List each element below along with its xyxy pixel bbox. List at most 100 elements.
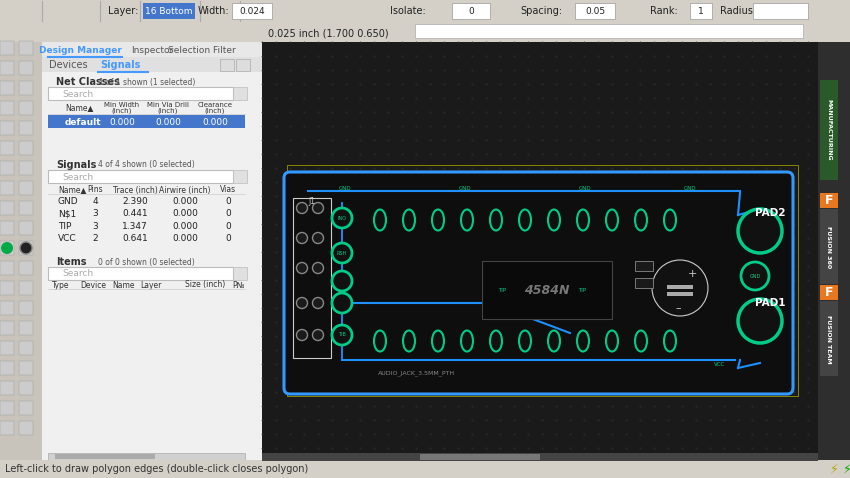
Bar (667, 292, 693, 296)
Bar (233, 267, 247, 280)
Bar (42, 42, 262, 468)
Text: 0.024: 0.024 (239, 7, 265, 15)
Bar (143, 3, 195, 19)
Text: Devices: Devices (48, 60, 88, 70)
Bar (820, 193, 838, 208)
Bar (19, 141, 33, 155)
Bar (452, 3, 490, 19)
Text: GND: GND (750, 273, 761, 279)
Text: GND: GND (579, 186, 592, 192)
Text: Pins: Pins (88, 185, 103, 195)
Text: Clearance: Clearance (197, 102, 233, 108)
Text: 3: 3 (92, 209, 98, 218)
Ellipse shape (635, 209, 647, 230)
Text: N$1: N$1 (58, 209, 76, 218)
Text: 2: 2 (92, 233, 98, 242)
Bar (0, 201, 14, 215)
Circle shape (313, 297, 324, 308)
Bar (575, 3, 615, 19)
Bar (19, 121, 33, 135)
Ellipse shape (461, 209, 473, 230)
Text: 16 Bottom: 16 Bottom (145, 7, 193, 15)
Ellipse shape (374, 330, 386, 351)
Text: TIP: TIP (58, 221, 71, 230)
Bar (0, 361, 14, 375)
Bar (19, 201, 33, 215)
Text: MANUFACTURING: MANUFACTURING (826, 99, 831, 161)
Text: F: F (824, 195, 833, 207)
Text: Selection Filter: Selection Filter (168, 45, 235, 54)
Circle shape (313, 329, 324, 340)
Text: RSH: RSH (337, 250, 347, 256)
Ellipse shape (490, 209, 502, 230)
Bar (19, 281, 33, 295)
Bar (0, 321, 14, 335)
Text: 0.000: 0.000 (202, 118, 228, 127)
Bar (0, 281, 14, 295)
Bar (0, 161, 14, 175)
Bar (19, 181, 33, 195)
Circle shape (332, 271, 352, 291)
Text: Inspector: Inspector (131, 45, 173, 54)
Bar (19, 361, 33, 375)
Text: Size (inch): Size (inch) (185, 281, 225, 290)
Bar (19, 221, 33, 235)
Ellipse shape (577, 209, 589, 230)
Text: Width:: Width: (198, 6, 230, 16)
Text: INO: INO (337, 216, 347, 220)
Circle shape (20, 242, 32, 254)
Text: ⚡: ⚡ (843, 463, 850, 476)
Bar (667, 285, 693, 289)
Text: 0.000: 0.000 (155, 118, 181, 127)
Text: VCC: VCC (714, 361, 726, 367)
Ellipse shape (635, 330, 647, 351)
Text: 1 of 1 shown (1 selected): 1 of 1 shown (1 selected) (99, 77, 195, 87)
Text: TIP: TIP (498, 287, 506, 293)
Text: 1.347: 1.347 (122, 221, 148, 230)
Ellipse shape (490, 330, 502, 351)
Text: 0 of 0 shown (0 selected): 0 of 0 shown (0 selected) (99, 258, 195, 267)
Text: Vias: Vias (220, 185, 236, 195)
Ellipse shape (664, 209, 676, 230)
Circle shape (297, 232, 308, 243)
Bar (753, 3, 808, 19)
Text: Layer: Layer (140, 281, 162, 290)
Text: 2.390: 2.390 (122, 197, 148, 206)
Text: Signals: Signals (99, 60, 140, 70)
Text: ⚡: ⚡ (830, 463, 839, 476)
Bar (55, 454, 155, 459)
Text: Search: Search (62, 270, 94, 279)
Text: 0: 0 (225, 233, 231, 242)
Text: Spacing:: Spacing: (520, 6, 562, 16)
Bar (820, 285, 838, 300)
Bar (690, 3, 712, 19)
Bar (19, 241, 33, 255)
Bar (0, 61, 14, 75)
Bar (48, 170, 233, 183)
Bar (262, 42, 850, 460)
Bar (420, 454, 540, 460)
Ellipse shape (432, 330, 444, 351)
Ellipse shape (548, 209, 560, 230)
Text: Isolate:: Isolate: (390, 6, 426, 16)
Ellipse shape (519, 330, 531, 351)
Text: Net Classes: Net Classes (56, 77, 120, 87)
Circle shape (332, 243, 352, 263)
Text: PAD2: PAD2 (755, 208, 785, 218)
Circle shape (738, 299, 782, 343)
Text: (inch): (inch) (112, 108, 133, 114)
Circle shape (297, 329, 308, 340)
Bar (0, 181, 14, 195)
Text: 0.000: 0.000 (172, 209, 198, 218)
Text: Search: Search (62, 89, 94, 98)
Text: (inch): (inch) (158, 108, 178, 114)
Text: 0.441: 0.441 (122, 209, 148, 218)
Text: 0.000: 0.000 (109, 118, 135, 127)
Text: TIP: TIP (578, 287, 586, 293)
Text: Design Manager: Design Manager (38, 45, 122, 54)
Bar (19, 401, 33, 415)
Bar (0, 0, 850, 22)
Ellipse shape (432, 209, 444, 230)
Text: PAD1: PAD1 (755, 298, 785, 308)
Text: Airwire (inch): Airwire (inch) (159, 185, 211, 195)
